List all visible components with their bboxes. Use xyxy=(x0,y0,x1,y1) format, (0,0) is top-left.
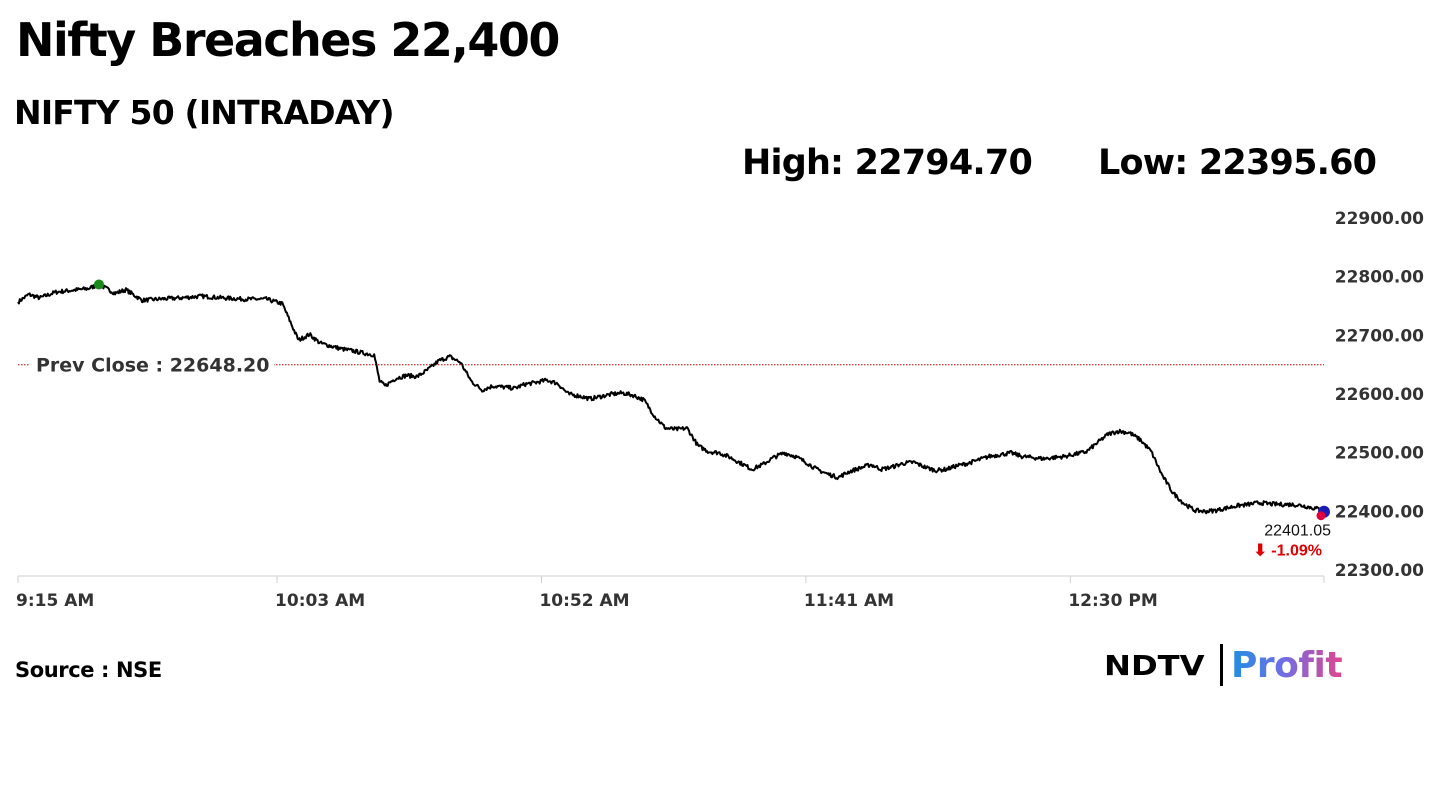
source-note: Source : NSE xyxy=(15,658,162,682)
last-price-marker xyxy=(1316,511,1326,521)
x-tick-label: 11:41 AM xyxy=(804,591,894,611)
y-tick-label: 22800.00 xyxy=(1335,268,1424,288)
last-price-label: 22401.05 xyxy=(1264,523,1331,540)
chart-subtitle: NIFTY 50 (INTRADAY) xyxy=(14,93,395,132)
y-tick-label: 22900.00 xyxy=(1335,209,1424,229)
headline: Nifty Breaches 22,400 xyxy=(16,13,560,67)
logo-divider xyxy=(1220,644,1223,686)
x-tick-label: 12:30 PM xyxy=(1068,591,1157,611)
x-tick-label: 10:52 AM xyxy=(539,591,629,611)
y-axis-ticks: 22300.00 22400.00 22500.00 22600.00 22700.00… xyxy=(1335,209,1424,581)
day-low-label: Low: 22395.60 xyxy=(1098,143,1377,183)
x-tick-label: 10:03 AM xyxy=(275,591,365,611)
y-tick-label: 22400.00 xyxy=(1335,502,1424,522)
day-high-label: High: 22794.70 xyxy=(742,143,1033,183)
change-percent-label: ⬇ -1.09% xyxy=(1253,543,1322,560)
y-tick-label: 22500.00 xyxy=(1335,444,1424,464)
ndtv-profit-logo: NDTV Profit xyxy=(1104,640,1343,690)
day-high-marker xyxy=(93,279,104,290)
y-tick-label: 22600.00 xyxy=(1335,385,1424,405)
y-tick-label: 22300.00 xyxy=(1335,561,1424,581)
x-axis-ticks: 9:15 AM 10:03 AM 10:52 AM 11:41 AM 12:30 PM xyxy=(16,576,1325,611)
logo-ndtv-wordmark: NDTV xyxy=(1104,648,1205,682)
x-tick-label: 9:15 AM xyxy=(16,591,94,611)
prev-close-label: Prev Close : 22648.20 xyxy=(36,355,269,377)
logo-profit-wordmark: Profit xyxy=(1231,644,1343,686)
nifty-series-line xyxy=(17,281,1325,515)
prev-close-label-background xyxy=(30,352,274,377)
y-tick-label: 22700.00 xyxy=(1335,326,1424,346)
